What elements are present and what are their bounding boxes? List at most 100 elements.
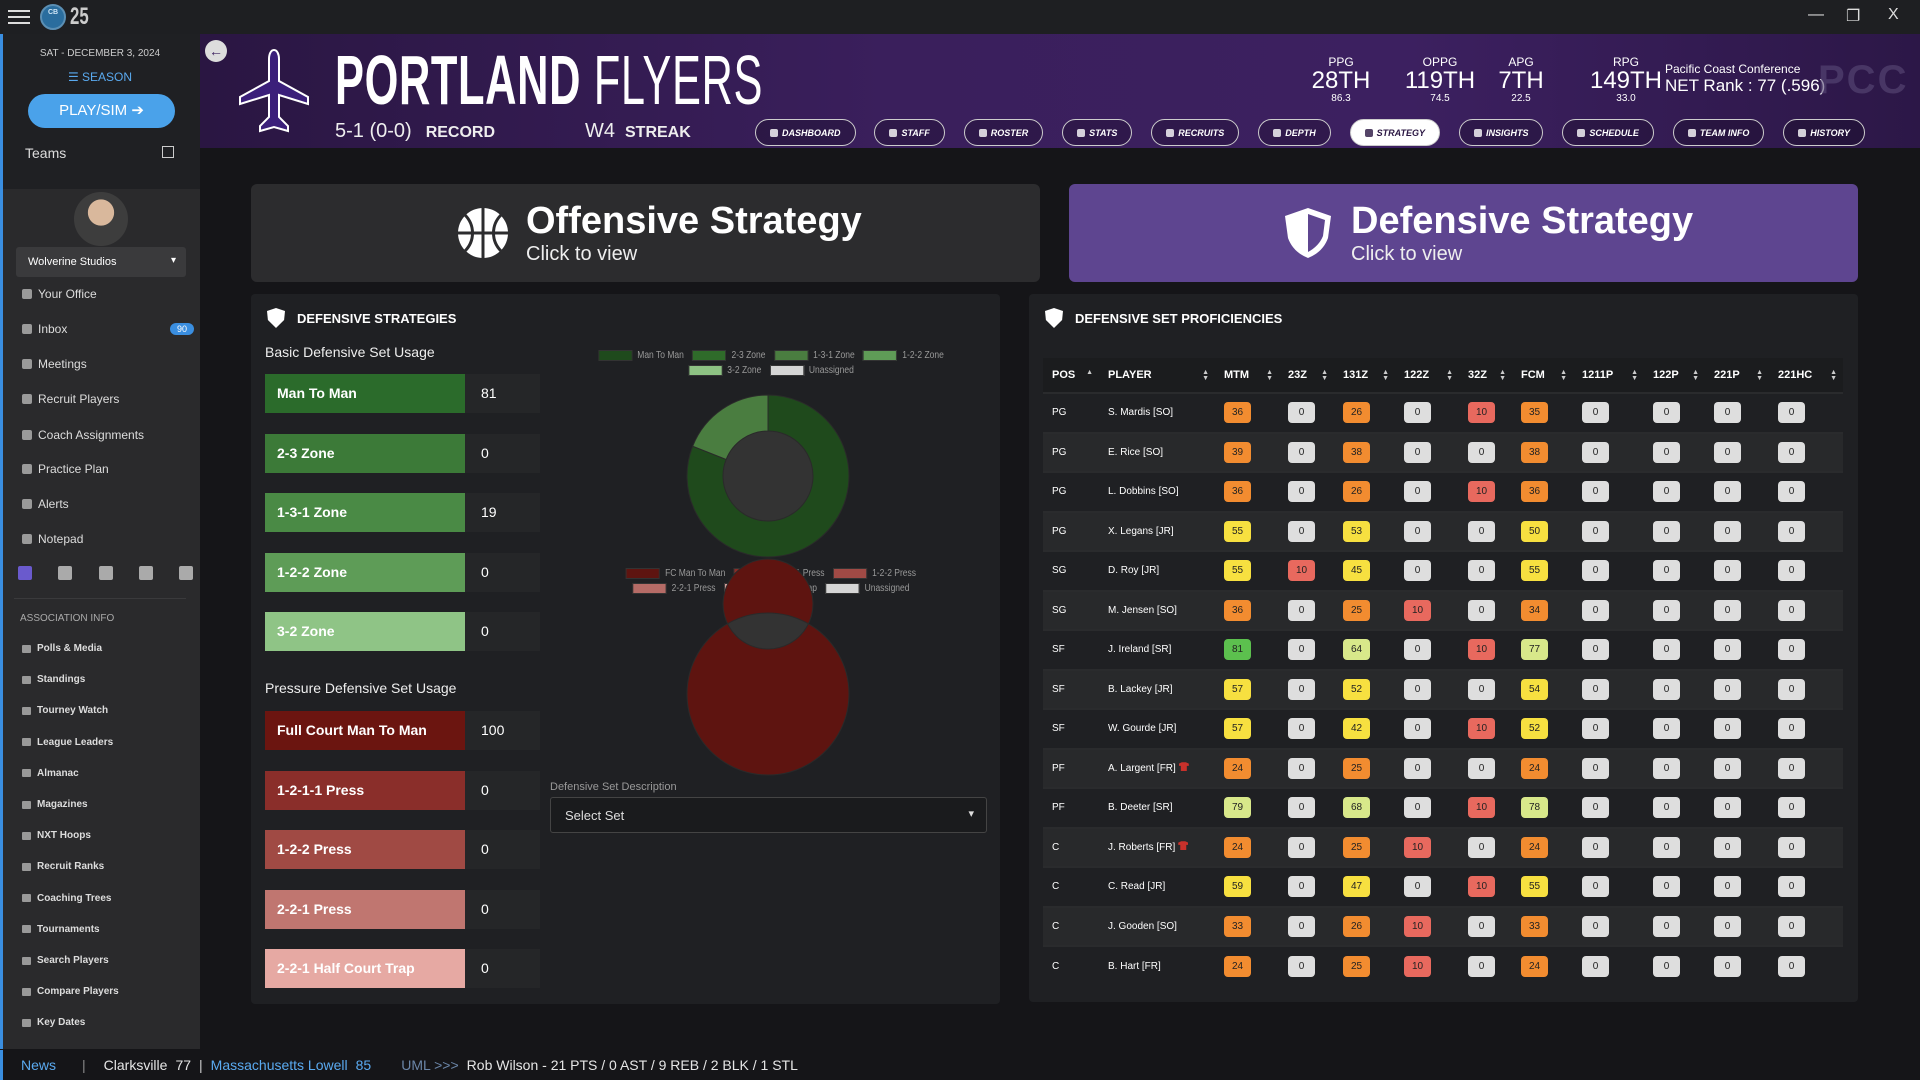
sidebar-item-coach-assignments[interactable]: Coach Assignments bbox=[22, 428, 144, 442]
legend-item[interactable]: 2-2-1 Press bbox=[632, 583, 716, 594]
player-name[interactable]: A. Largent [FR] bbox=[1108, 763, 1176, 775]
player-name[interactable]: D. Roy [JR] bbox=[1108, 565, 1160, 577]
association-item-polls-media[interactable]: Polls & Media bbox=[22, 643, 102, 654]
player-name[interactable]: E. Rice [SO] bbox=[1108, 446, 1164, 458]
hamburger-menu-icon[interactable] bbox=[8, 6, 30, 26]
association-item-recruit-ranks[interactable]: Recruit Ranks bbox=[22, 861, 104, 872]
column-header-122z[interactable]: 122Z ▲ ▼ bbox=[1395, 358, 1459, 393]
legend-item[interactable]: Unassigned bbox=[769, 365, 854, 376]
association-item-league-leaders[interactable]: League Leaders bbox=[22, 737, 113, 748]
player-name[interactable]: C. Read [JR] bbox=[1108, 881, 1166, 893]
table-row[interactable]: SF J. Ireland [SR] 81 0 64 0 10 77 0 0 0 0 bbox=[1043, 629, 1843, 670]
player-name[interactable]: W. Gourde [JR] bbox=[1108, 723, 1177, 735]
legend-item[interactable]: 2-3 Zone bbox=[692, 350, 765, 361]
minimize-button[interactable]: — bbox=[1808, 6, 1824, 23]
association-item-tourney-watch[interactable]: Tourney Watch bbox=[22, 705, 108, 716]
column-header-player[interactable]: PLAYER ▲ ▼ bbox=[1099, 358, 1215, 393]
table-row[interactable]: SG M. Jensen [SO] 36 0 25 10 0 34 0 0 0 0 bbox=[1043, 589, 1843, 630]
column-header-23z[interactable]: 23Z ▲ ▼ bbox=[1279, 358, 1334, 393]
table-row[interactable]: PG E. Rice [SO] 39 0 38 0 0 38 0 0 0 0 bbox=[1043, 431, 1843, 472]
table-row[interactable]: SF B. Lackey [JR] 57 0 52 0 0 54 0 0 0 0 bbox=[1043, 668, 1843, 709]
ranking-icon[interactable] bbox=[179, 566, 193, 580]
column-header-32z[interactable]: 32Z ▲ ▼ bbox=[1459, 358, 1512, 393]
legend-item[interactable]: 1-2-2 Press bbox=[832, 568, 916, 579]
tab-schedule[interactable]: SCHEDULE bbox=[1562, 119, 1654, 146]
player-name[interactable]: B. Hart [FR] bbox=[1108, 960, 1161, 972]
users-icon[interactable] bbox=[98, 566, 113, 580]
tab-team-info[interactable]: TEAM INFO bbox=[1672, 119, 1765, 146]
association-item-almanac[interactable]: Almanac bbox=[22, 768, 79, 779]
table-row[interactable]: C J. Gooden [SO] 33 0 26 10 0 33 0 0 0 0 bbox=[1043, 905, 1843, 946]
set-select-dropdown[interactable]: Select Set bbox=[550, 797, 987, 833]
news-label[interactable]: News bbox=[21, 1057, 57, 1073]
restore-button[interactable]: ❐ bbox=[1846, 8, 1861, 25]
team-logo-icon[interactable] bbox=[18, 566, 32, 580]
sidebar-item-recruit-players[interactable]: Recruit Players bbox=[22, 392, 119, 406]
legend-item[interactable]: 1-3-1 Zone bbox=[773, 350, 855, 361]
table-row[interactable]: SG D. Roy [JR] 55 10 45 0 0 55 0 0 0 0 bbox=[1043, 550, 1843, 591]
donut-slice-1-3-1-zone[interactable] bbox=[692, 394, 769, 461]
table-row[interactable]: PF A. Largent [FR] 24 0 25 0 0 24 0 0 0 0 bbox=[1043, 747, 1843, 788]
column-header-fcm[interactable]: FCM ▲ ▼ bbox=[1512, 358, 1573, 393]
offensive-strategy-card[interactable]: Offensive Strategy Click to view bbox=[251, 184, 1040, 282]
sidebar-item-practice-plan[interactable]: Practice Plan bbox=[22, 462, 109, 476]
sidebar-item-alerts[interactable]: Alerts bbox=[22, 497, 69, 511]
season-link[interactable]: ☰ SEASON bbox=[67, 70, 133, 84]
player-name[interactable]: J. Ireland [SR] bbox=[1108, 644, 1172, 656]
association-item-tournaments[interactable]: Tournaments bbox=[22, 924, 100, 935]
column-header-mtm[interactable]: MTM ▲ ▼ bbox=[1215, 358, 1279, 393]
tab-history[interactable]: HISTORY bbox=[1783, 119, 1865, 146]
table-row[interactable]: PG L. Dobbins [SO] 36 0 26 0 10 36 0 0 0 0 bbox=[1043, 471, 1843, 512]
expand-teams-icon[interactable] bbox=[162, 146, 174, 158]
donut-slice-man-to-man[interactable] bbox=[686, 394, 850, 558]
association-item-standings[interactable]: Standings bbox=[22, 674, 85, 685]
defensive-strategy-card[interactable]: Defensive Strategy Click to view bbox=[1069, 184, 1858, 282]
sitemap-icon[interactable] bbox=[138, 566, 153, 580]
player-name[interactable]: X. Legans [JR] bbox=[1108, 525, 1174, 537]
association-item-compare-players[interactable]: Compare Players bbox=[22, 986, 119, 997]
legend-item[interactable]: 3-2 Zone bbox=[688, 365, 761, 376]
tab-stats[interactable]: STATS bbox=[1062, 119, 1133, 146]
column-header-1211p[interactable]: 1211P ▲ ▼ bbox=[1573, 358, 1644, 393]
donut-slice-fc-man-to-man[interactable] bbox=[686, 558, 850, 776]
sidebar-item-inbox[interactable]: Inbox 90 bbox=[22, 322, 195, 336]
column-header-122p[interactable]: 122P ▲ ▼ bbox=[1644, 358, 1705, 393]
tab-strategy[interactable]: STRATEGY bbox=[1349, 119, 1441, 146]
tab-dashboard[interactable]: DASHBOARD bbox=[755, 119, 856, 146]
table-row[interactable]: PG X. Legans [JR] 55 0 53 0 0 50 0 0 0 0 bbox=[1043, 510, 1843, 551]
table-row[interactable]: PF B. Deeter [SR] 79 0 68 0 10 78 0 0 0 0 bbox=[1043, 787, 1843, 828]
table-row[interactable]: C B. Hart [FR] 24 0 25 10 0 24 0 0 0 0 bbox=[1043, 945, 1843, 986]
tab-roster[interactable]: ROSTER bbox=[963, 119, 1044, 146]
player-name[interactable]: J. Gooden [SO] bbox=[1108, 920, 1177, 932]
association-item-nxt-hoops[interactable]: NXT Hoops bbox=[22, 830, 91, 841]
tab-insights[interactable]: INSIGHTS bbox=[1458, 119, 1544, 146]
play-sim-button[interactable]: PLAY/SIM ➔ bbox=[28, 94, 175, 128]
sidebar-item-meetings[interactable]: Meetings bbox=[22, 357, 87, 371]
column-header-221hc[interactable]: 221HC ▲ ▼ bbox=[1769, 358, 1843, 393]
column-header-pos[interactable]: POS ▲ bbox=[1043, 358, 1099, 393]
table-row[interactable]: C J. Roberts [FR] 24 0 25 10 0 24 0 0 0 0 bbox=[1043, 826, 1843, 867]
organization-dropdown[interactable]: Wolverine Studios bbox=[16, 247, 186, 277]
association-item-search-players[interactable]: Search Players bbox=[22, 955, 109, 966]
player-name[interactable]: J. Roberts [FR] bbox=[1108, 842, 1176, 854]
column-header-131z[interactable]: 131Z ▲ ▼ bbox=[1334, 358, 1395, 393]
player-name[interactable]: B. Deeter [SR] bbox=[1108, 802, 1173, 814]
tab-recruits[interactable]: RECRUITS bbox=[1151, 119, 1240, 146]
association-item-magazines[interactable]: Magazines bbox=[22, 799, 88, 810]
player-name[interactable]: M. Jensen [SO] bbox=[1108, 604, 1177, 616]
column-header-221p[interactable]: 221P ▲ ▼ bbox=[1705, 358, 1769, 393]
player-name[interactable]: L. Dobbins [SO] bbox=[1108, 486, 1179, 498]
close-button[interactable]: X bbox=[1888, 6, 1899, 23]
sidebar-item-notepad[interactable]: Notepad bbox=[22, 532, 83, 546]
player-name[interactable]: S. Mardis [SO] bbox=[1108, 407, 1174, 419]
legend-item[interactable]: Unassigned bbox=[825, 583, 909, 594]
tab-staff[interactable]: STAFF bbox=[874, 119, 945, 146]
player-name[interactable]: B. Lackey [JR] bbox=[1108, 683, 1173, 695]
legend-item[interactable]: Man To Man bbox=[598, 350, 684, 361]
table-row[interactable]: SF W. Gourde [JR] 57 0 42 0 10 52 0 0 0 0 bbox=[1043, 708, 1843, 749]
tab-depth[interactable]: DEPTH bbox=[1258, 119, 1331, 146]
sidebar-item-your-office[interactable]: Your Office bbox=[22, 287, 97, 301]
association-item-coaching-trees[interactable]: Coaching Trees bbox=[22, 893, 111, 904]
legend-item[interactable]: 1-2-2 Zone bbox=[863, 350, 944, 361]
table-row[interactable]: C C. Read [JR] 59 0 47 0 10 55 0 0 0 0 bbox=[1043, 866, 1843, 907]
